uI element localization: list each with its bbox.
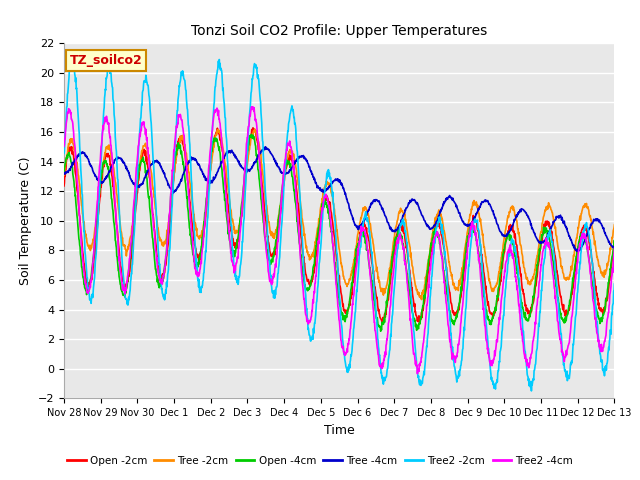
Tree2 -2cm [611, 281, 618, 287]
Tree2 -4cm [413, 371, 421, 377]
Open -4cm [497, 268, 505, 274]
Tree -4cm [244, 167, 252, 173]
Tree2 -4cm [182, 158, 190, 164]
Tree -2cm [611, 222, 618, 228]
Open -4cm [546, 238, 554, 243]
Tree2 -2cm [183, 100, 191, 106]
Open -4cm [248, 132, 255, 137]
Open -2cm [546, 226, 554, 231]
Tree2 -2cm [546, 233, 554, 239]
Open -2cm [249, 125, 257, 131]
Text: TZ_soilco2: TZ_soilco2 [70, 54, 142, 67]
Tree -4cm [425, 225, 433, 230]
Tree -4cm [169, 189, 177, 194]
Open -2cm [60, 183, 68, 189]
Tree2 -4cm [546, 246, 554, 252]
Open -4cm [244, 143, 252, 149]
Tree2 -4cm [497, 298, 505, 304]
Line: Open -4cm: Open -4cm [64, 134, 614, 331]
Open -2cm [611, 239, 618, 244]
Tree2 -2cm [527, 388, 535, 394]
Tree2 -2cm [60, 150, 68, 156]
Tree2 -4cm [611, 245, 618, 251]
Open -4cm [182, 189, 190, 194]
Tree2 -4cm [169, 163, 177, 168]
Tree2 -2cm [425, 316, 433, 322]
Open -4cm [611, 238, 618, 243]
Tree -4cm [60, 171, 68, 177]
Tree2 -4cm [248, 104, 256, 109]
Open -2cm [169, 184, 177, 190]
Tree -4cm [611, 243, 618, 249]
Open -2cm [497, 274, 505, 280]
Tree2 -2cm [244, 130, 252, 136]
Open -2cm [416, 319, 424, 325]
Tree2 -2cm [497, 346, 505, 351]
Line: Tree -4cm: Tree -4cm [64, 147, 614, 251]
Tree2 -4cm [60, 144, 68, 149]
Title: Tonzi Soil CO2 Profile: Upper Temperatures: Tonzi Soil CO2 Profile: Upper Temperatur… [191, 24, 487, 38]
Tree -4cm [573, 248, 580, 254]
Tree -2cm [497, 255, 505, 261]
Line: Tree2 -2cm: Tree2 -2cm [64, 57, 614, 391]
Tree -2cm [251, 126, 259, 132]
Tree2 -4cm [426, 273, 433, 279]
Open -2cm [426, 259, 433, 264]
Tree -2cm [546, 204, 554, 209]
Tree2 -2cm [69, 54, 77, 60]
Line: Open -2cm: Open -2cm [64, 128, 614, 322]
Line: Tree2 -4cm: Tree2 -4cm [64, 107, 614, 374]
Legend: Open -2cm, Tree -2cm, Open -4cm, Tree -4cm, Tree2 -2cm, Tree2 -4cm: Open -2cm, Tree -2cm, Open -4cm, Tree -4… [63, 452, 577, 470]
Tree -4cm [545, 229, 553, 235]
Line: Tree -2cm: Tree -2cm [64, 129, 614, 300]
Open -4cm [377, 328, 385, 334]
Open -4cm [426, 255, 433, 261]
Tree -2cm [244, 157, 252, 163]
Tree -4cm [182, 164, 190, 169]
Tree -2cm [426, 253, 433, 259]
X-axis label: Time: Time [324, 424, 355, 437]
Tree -2cm [182, 150, 190, 156]
Open -2cm [182, 168, 190, 174]
Open -4cm [169, 173, 177, 179]
Tree -4cm [262, 144, 269, 150]
Y-axis label: Soil Temperature (C): Soil Temperature (C) [19, 156, 32, 285]
Tree -2cm [169, 183, 177, 189]
Open -4cm [60, 168, 68, 174]
Tree2 -4cm [244, 127, 252, 132]
Tree -2cm [418, 297, 426, 302]
Tree -2cm [60, 172, 68, 178]
Tree -4cm [497, 229, 505, 235]
Open -2cm [244, 152, 252, 158]
Tree2 -2cm [170, 179, 177, 184]
